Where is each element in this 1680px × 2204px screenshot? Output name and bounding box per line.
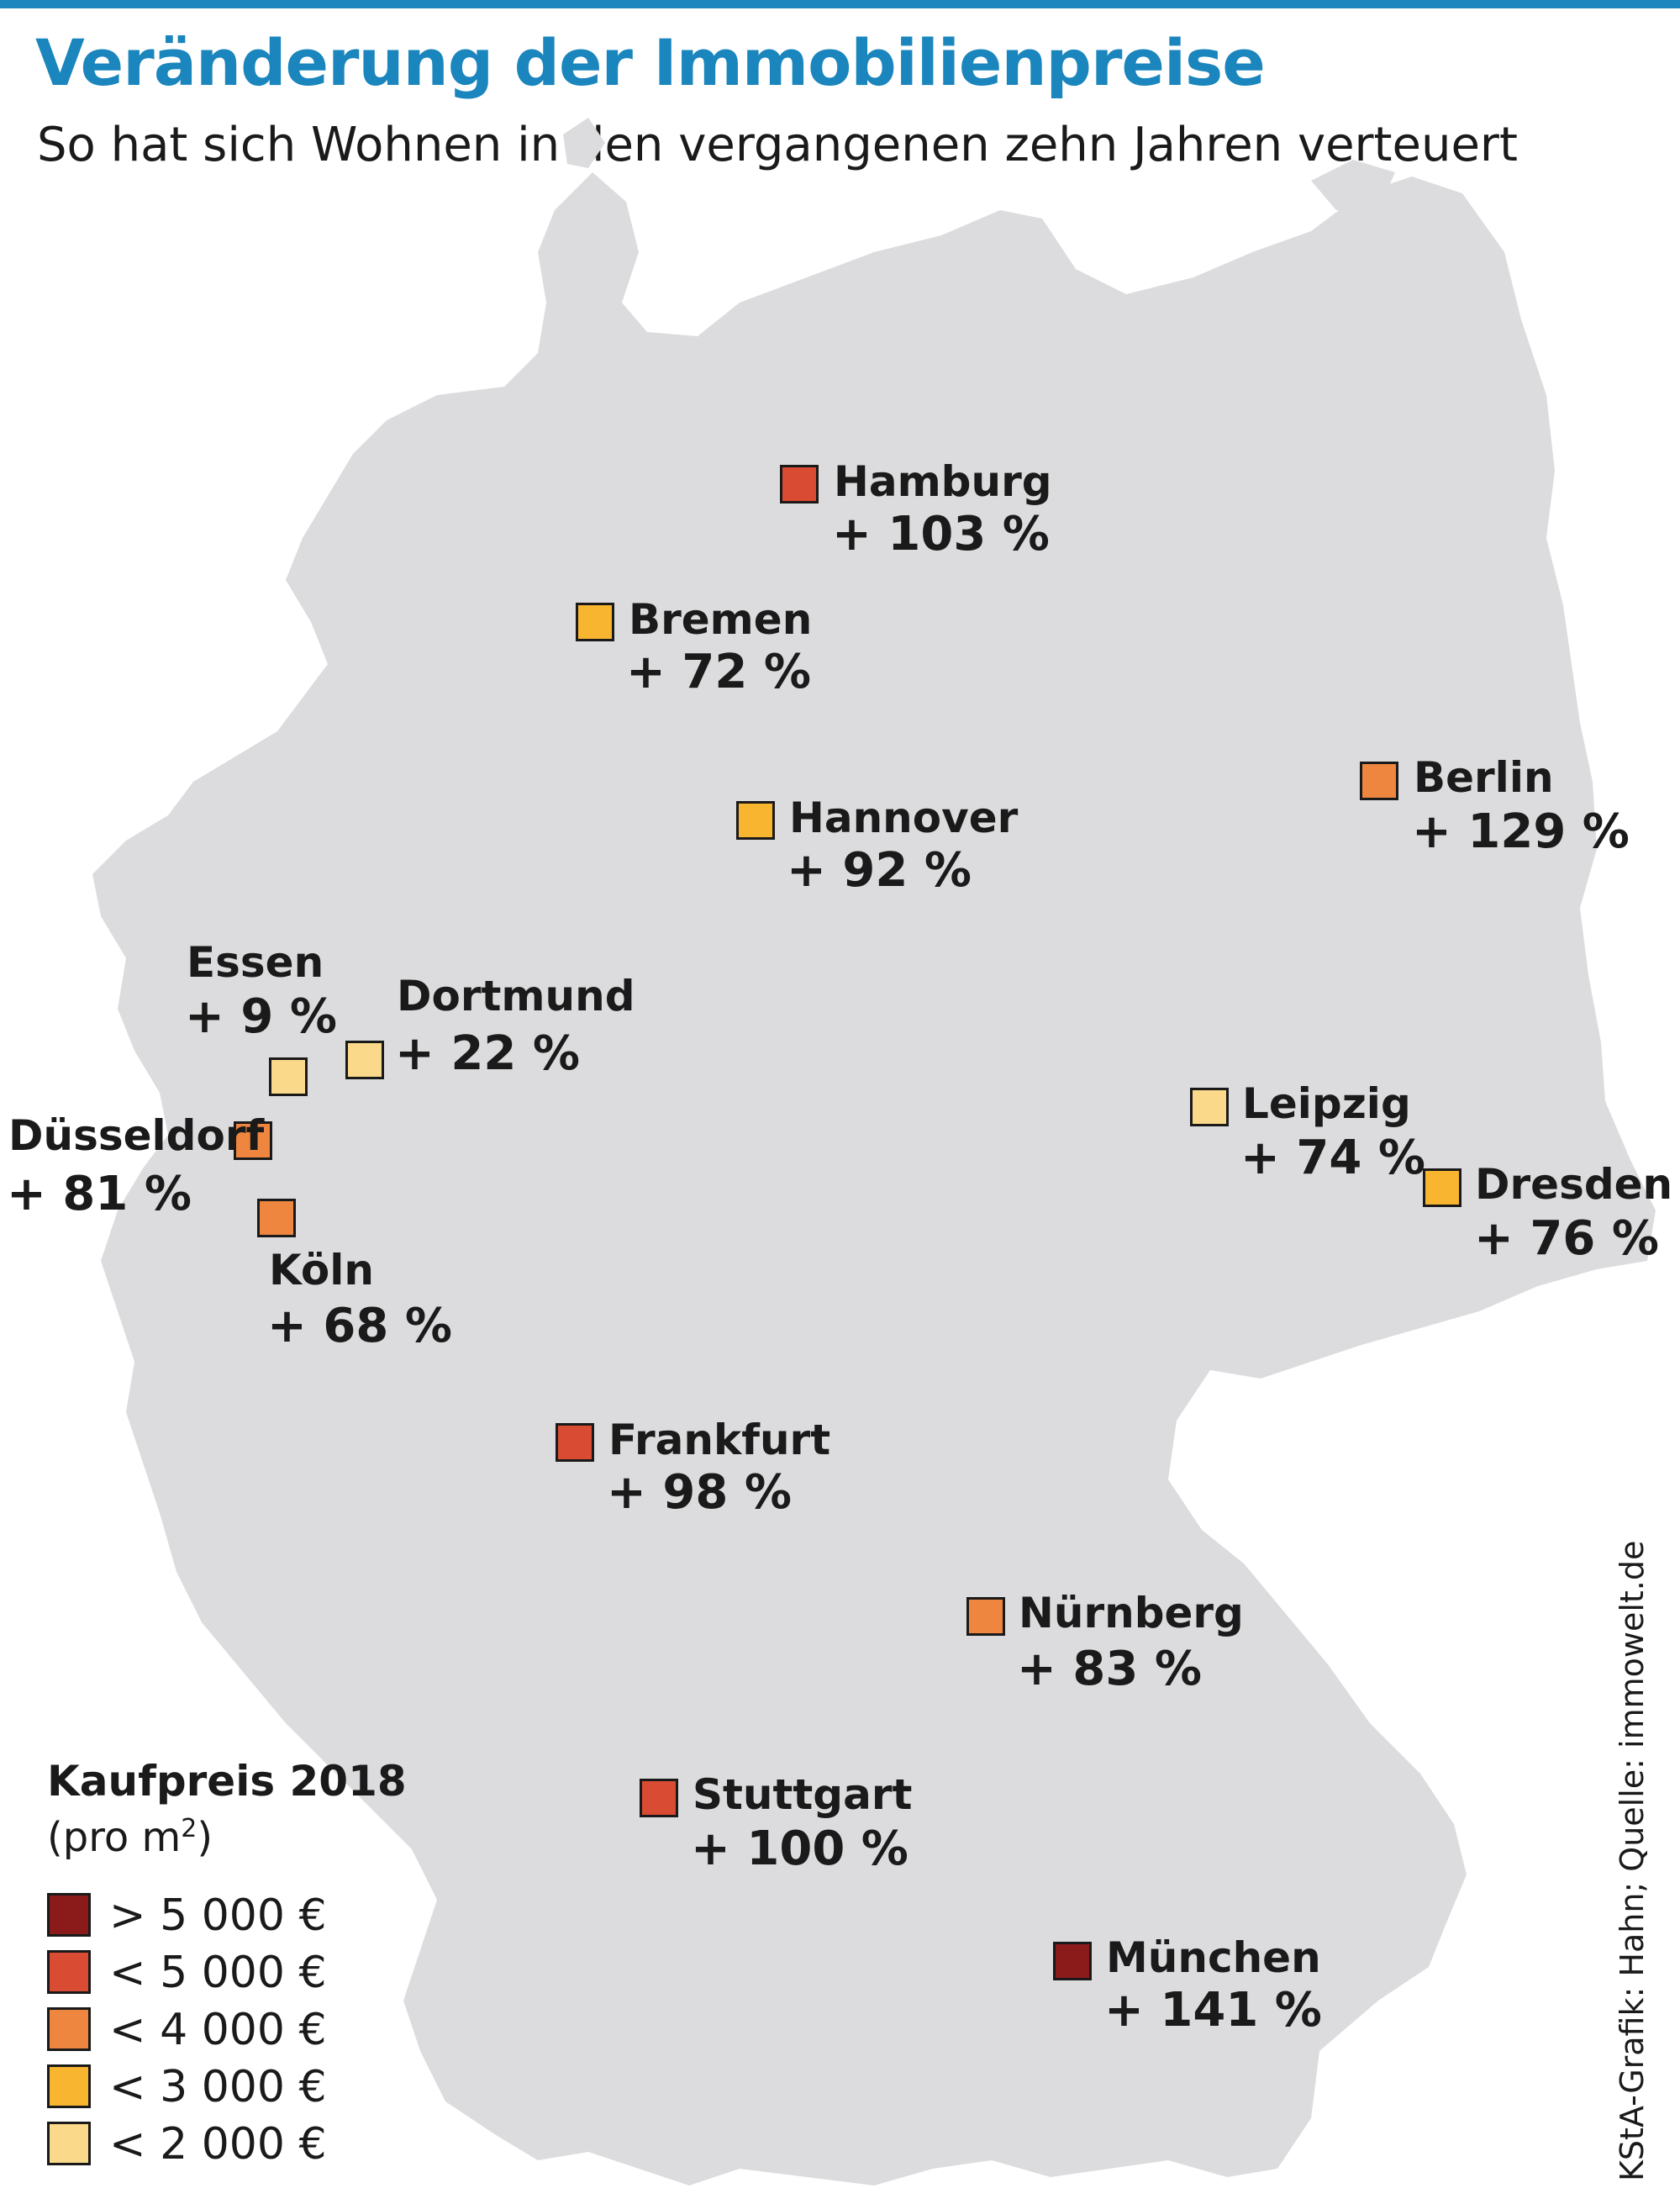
legend-label: < 3 000 € (109, 2062, 327, 2112)
legend-swatch-lt-4000 (47, 2007, 91, 2051)
marker-nuernberg (966, 1597, 1005, 1636)
legend-unit-sup: 2 (181, 1814, 197, 1843)
city-change-dresden: + 76 % (1474, 1211, 1659, 1266)
city-label-dortmund: Dortmund (397, 972, 635, 1020)
city-label-muenchen: München (1106, 1933, 1321, 1982)
legend-unit-prefix: (pro m (47, 1814, 182, 1861)
city-change-frankfurt: + 98 % (607, 1465, 792, 1520)
marker-leipzig (1190, 1088, 1229, 1126)
legend-swatch-lt-5000 (47, 1950, 91, 1994)
island-east (1311, 160, 1395, 210)
city-label-berlin: Berlin (1414, 753, 1554, 802)
legend-label: < 5 000 € (109, 1948, 327, 1998)
city-change-nuernberg: + 83 % (1017, 1642, 1202, 1696)
island-north (563, 118, 605, 168)
city-label-hannover: Hannover (789, 794, 1019, 842)
marker-stuttgart (640, 1779, 678, 1817)
marker-hannover (736, 801, 775, 840)
marker-dresden (1423, 1168, 1461, 1207)
city-label-leipzig: Leipzig (1242, 1079, 1411, 1128)
city-change-koeln: + 68 % (267, 1299, 452, 1353)
city-change-leipzig: + 74 % (1240, 1131, 1425, 1185)
city-label-koeln: Köln (269, 1246, 374, 1294)
page-subtitle: So hat sich Wohnen in den vergangenen ze… (37, 118, 1518, 172)
legend-swatch-lt-2000 (47, 2122, 91, 2165)
city-label-nuernberg: Nürnberg (1019, 1589, 1244, 1637)
germany-outline (92, 172, 1656, 2186)
city-label-duesseldorf: Düsseldorf (8, 1111, 265, 1160)
city-change-bremen: + 72 % (626, 645, 811, 699)
city-change-berlin: + 129 % (1412, 804, 1630, 859)
marker-muenchen (1053, 1942, 1092, 1980)
city-label-hamburg: Hamburg (834, 457, 1052, 506)
city-label-essen: Essen (187, 938, 324, 987)
legend-title: Kaufpreis 2018 (47, 1757, 407, 1806)
city-change-duesseldorf: + 81 % (7, 1167, 192, 1221)
marker-koeln (257, 1199, 296, 1237)
marker-frankfurt (556, 1423, 594, 1462)
legend-label: > 5 000 € (109, 1890, 327, 1941)
city-change-dortmund: + 22 % (395, 1026, 580, 1081)
top-accent-rule (0, 0, 1680, 8)
marker-dortmund (345, 1041, 384, 1079)
city-change-hannover: + 92 % (787, 843, 972, 898)
legend-swatch-gt-5000 (47, 1893, 91, 1937)
marker-duesseldorf (234, 1121, 272, 1160)
city-change-stuttgart: + 100 % (691, 1822, 908, 1876)
source-credit: KStA-Grafik: Hahn; Quelle: immowelt.de (1614, 1540, 1651, 2181)
city-label-stuttgart: Stuttgart (693, 1770, 913, 1819)
legend-label: < 4 000 € (109, 2005, 327, 2055)
city-change-muenchen: + 141 % (1104, 1983, 1322, 2038)
legend-swatch-lt-3000 (47, 2064, 91, 2108)
city-label-frankfurt: Frankfurt (608, 1416, 831, 1464)
city-label-dresden: Dresden (1475, 1160, 1673, 1209)
city-label-bremen: Bremen (629, 595, 813, 644)
legend-unit-suffix: ) (197, 1814, 213, 1861)
city-change-hamburg: + 103 % (832, 507, 1050, 562)
city-change-essen: + 9 % (185, 989, 337, 1044)
marker-bremen (576, 603, 614, 641)
marker-hamburg (780, 465, 819, 504)
legend-label: < 2 000 € (109, 2119, 327, 2170)
legend-unit: (pro m2) (47, 1814, 213, 1861)
marker-essen (269, 1057, 308, 1096)
marker-berlin (1360, 762, 1398, 800)
page-title: Veränderung der Immobilienpreise (35, 25, 1266, 100)
